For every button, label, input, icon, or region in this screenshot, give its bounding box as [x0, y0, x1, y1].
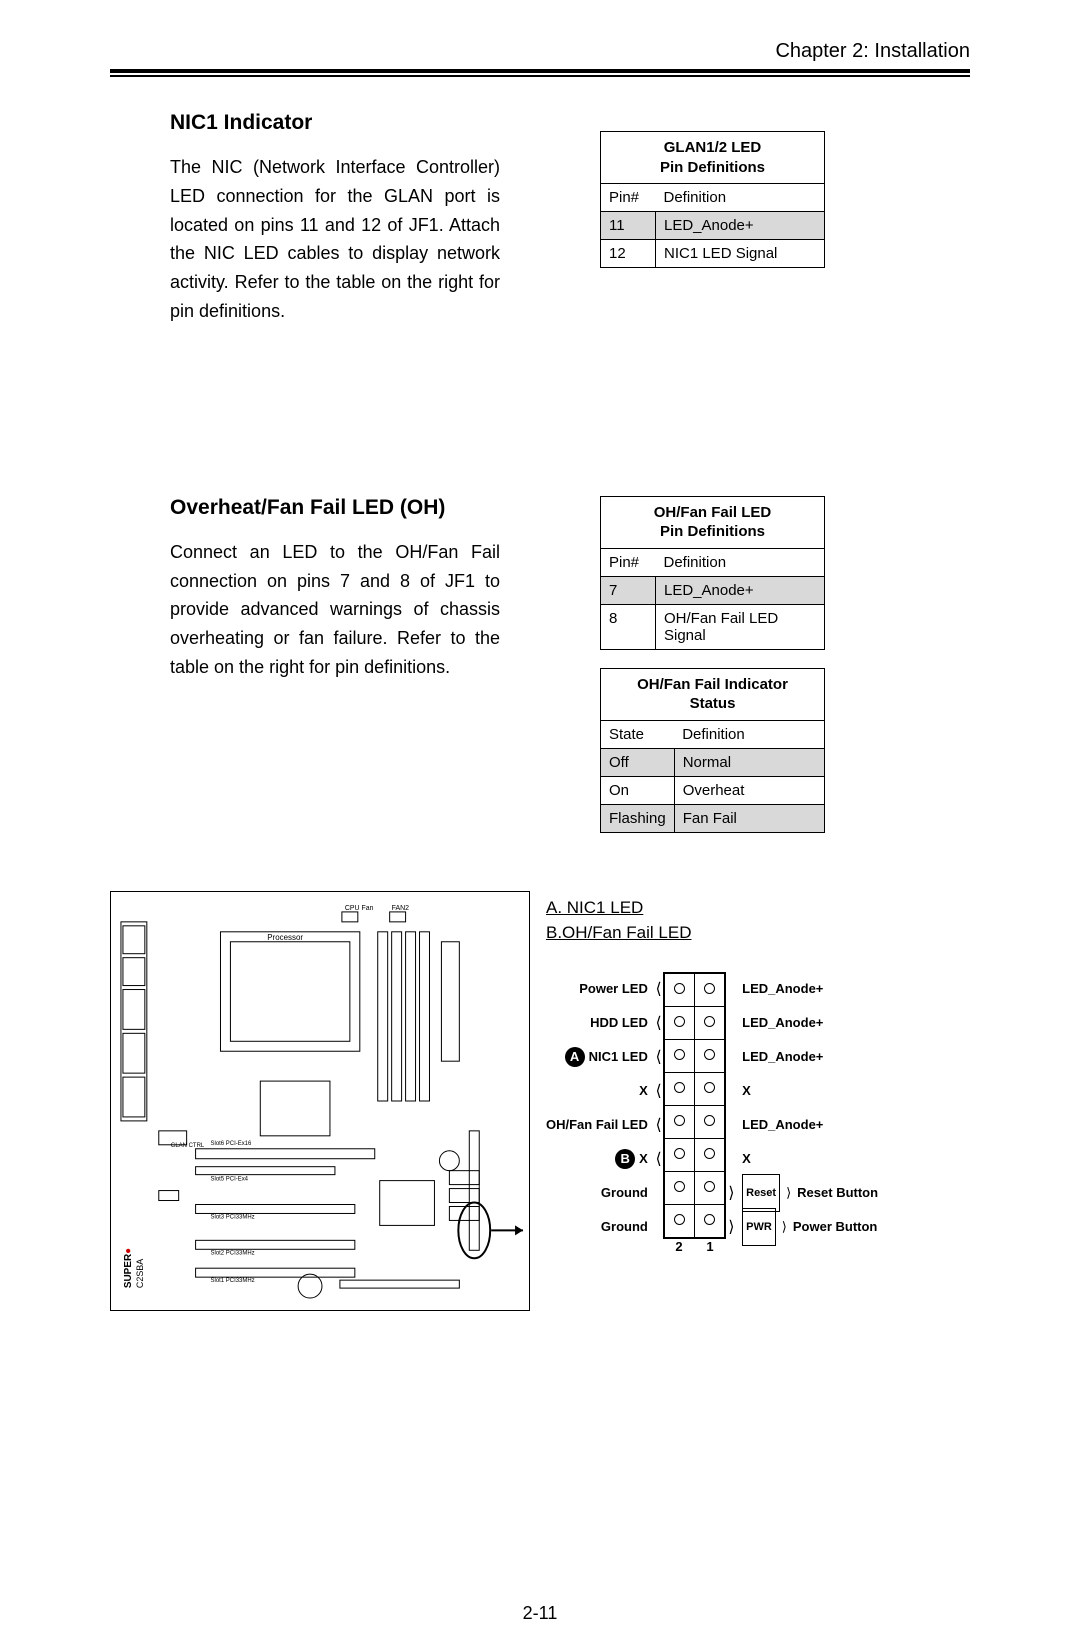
ohfan-body: Connect an LED to the OH/Fan Fail connec…	[170, 538, 500, 682]
t1-title-l2: Pin Definitions	[660, 159, 765, 176]
legend-b: B.OH/Fan Fail LED	[546, 923, 692, 942]
table-ohfan-status: OH/Fan Fail Indicator Status State Defin…	[600, 668, 825, 833]
ohfan-title: Overheat/Fan Fail LED (OH)	[170, 496, 500, 520]
t3-r1c2: Overheat	[674, 776, 824, 804]
pin-left-labels: Power LED HDD LED ANIC1 LED X OH/Fan Fai…	[546, 972, 654, 1244]
t1-r1c1: 12	[601, 240, 656, 268]
svg-text:Slot3 PCI33MHz: Slot3 PCI33MHz	[211, 1214, 255, 1220]
pl5: BX	[546, 1142, 648, 1176]
svg-text:Slot5 PCI-Ex4: Slot5 PCI-Ex4	[211, 1176, 249, 1182]
svg-text:Slot2 PCI33MHz: Slot2 PCI33MHz	[211, 1250, 255, 1256]
coln2: 2	[663, 1239, 694, 1254]
pin-col-nums: 2 1	[663, 1239, 726, 1254]
pl3: X	[546, 1074, 648, 1108]
t2-hdr-c1: Pin#	[601, 548, 656, 576]
pr0: LED_Anode+	[742, 972, 878, 1006]
section-ohfan: Overheat/Fan Fail LED (OH) Connect an LE…	[110, 496, 970, 851]
t2-r1c1: 8	[601, 604, 656, 649]
pl0: Power LED	[546, 972, 648, 1006]
motherboard-diagram: Processor CPU Fan FAN2	[110, 891, 530, 1311]
t3-r0c2: Normal	[674, 748, 824, 776]
nic1-body: The NIC (Network Interface Controller) L…	[170, 153, 500, 326]
svg-text:Slot6 PCI-Ex16: Slot6 PCI-Ex16	[211, 1141, 252, 1147]
legend-links: A. NIC1 LED B.OH/Fan Fail LED	[546, 895, 970, 946]
board-svg: Processor CPU Fan FAN2	[111, 892, 529, 1310]
jf1-pinout: Power LED HDD LED ANIC1 LED X OH/Fan Fai…	[546, 972, 970, 1254]
svg-text:GLAN CTRL: GLAN CTRL	[171, 1143, 205, 1149]
badge-b: B	[615, 1149, 635, 1169]
t3-r0c1: Off	[601, 748, 675, 776]
svg-text:Processor: Processor	[267, 933, 303, 942]
pr3: X	[742, 1074, 878, 1108]
table-ohfan-led: OH/Fan Fail LED Pin Definitions Pin# Def…	[600, 496, 825, 650]
t1-r0c1: 11	[601, 212, 656, 240]
left-brackets: ⟨⟨⟨⟨⟨⟨	[654, 972, 664, 1244]
section-nic1: NIC1 Indicator The NIC (Network Interfac…	[110, 111, 970, 326]
svg-text:Slot1 PCI33MHz: Slot1 PCI33MHz	[211, 1278, 255, 1284]
right-brackets: ⟩⟩	[726, 972, 736, 1244]
figure-area: Processor CPU Fan FAN2	[110, 891, 970, 1311]
pr1: LED_Anode+	[742, 1006, 878, 1040]
pr6: Reset⟩Reset Button	[742, 1176, 878, 1210]
pin-right-labels: LED_Anode+ LED_Anode+ LED_Anode+ X LED_A…	[736, 972, 878, 1244]
t2-hdr-c2: Definition	[656, 548, 825, 576]
t1-hdr-c2: Definition	[656, 184, 825, 212]
pin-cells	[663, 972, 726, 1239]
pr2: LED_Anode+	[742, 1040, 878, 1074]
t3-r1c1: On	[601, 776, 675, 804]
t2-r0c1: 7	[601, 576, 656, 604]
page-number: 2-11	[0, 1603, 1080, 1624]
t3-hdr-c1: State	[601, 720, 675, 748]
t3-r2c2: Fan Fail	[674, 804, 824, 832]
pr7: PWR⟩Power Button	[742, 1210, 878, 1244]
t2-r0c2: LED_Anode+	[656, 576, 825, 604]
svg-text:C2SBA: C2SBA	[135, 1259, 145, 1288]
t2-title-l1: OH/Fan Fail LED	[654, 504, 772, 521]
t3-title-l1: OH/Fan Fail Indicator	[637, 676, 788, 693]
nic1-title: NIC1 Indicator	[170, 111, 500, 135]
t3-r2c1: Flashing	[601, 804, 675, 832]
chapter-header: Chapter 2: Installation	[110, 40, 970, 63]
t3-title-l2: Status	[690, 695, 736, 712]
pr4: LED_Anode+	[742, 1108, 878, 1142]
pl2: ANIC1 LED	[546, 1040, 648, 1074]
pl1: HDD LED	[546, 1006, 648, 1040]
badge-a: A	[565, 1047, 585, 1067]
t2-title-l2: Pin Definitions	[660, 523, 765, 540]
t2-r1c2: OH/Fan Fail LED Signal	[656, 604, 825, 649]
t1-hdr-c1: Pin#	[601, 184, 656, 212]
pr5: X	[742, 1142, 878, 1176]
pl4: OH/Fan Fail LED	[546, 1108, 648, 1142]
t1-title-l1: GLAN1/2 LED	[664, 139, 762, 156]
header-rule	[110, 69, 970, 77]
table-glan-led: GLAN1/2 LED Pin Definitions Pin# Definit…	[600, 131, 825, 268]
svg-text:FAN2: FAN2	[392, 905, 410, 912]
legend-a: A. NIC1 LED	[546, 898, 643, 917]
t1-r1c2: NIC1 LED Signal	[656, 240, 825, 268]
pl6: Ground	[546, 1176, 648, 1210]
t1-r0c2: LED_Anode+	[656, 212, 825, 240]
t3-hdr-c2: Definition	[674, 720, 824, 748]
svg-text:SUPER●: SUPER●	[123, 1248, 134, 1288]
pl7: Ground	[546, 1210, 648, 1244]
coln1: 1	[694, 1239, 725, 1254]
svg-text:CPU Fan: CPU Fan	[345, 905, 374, 912]
